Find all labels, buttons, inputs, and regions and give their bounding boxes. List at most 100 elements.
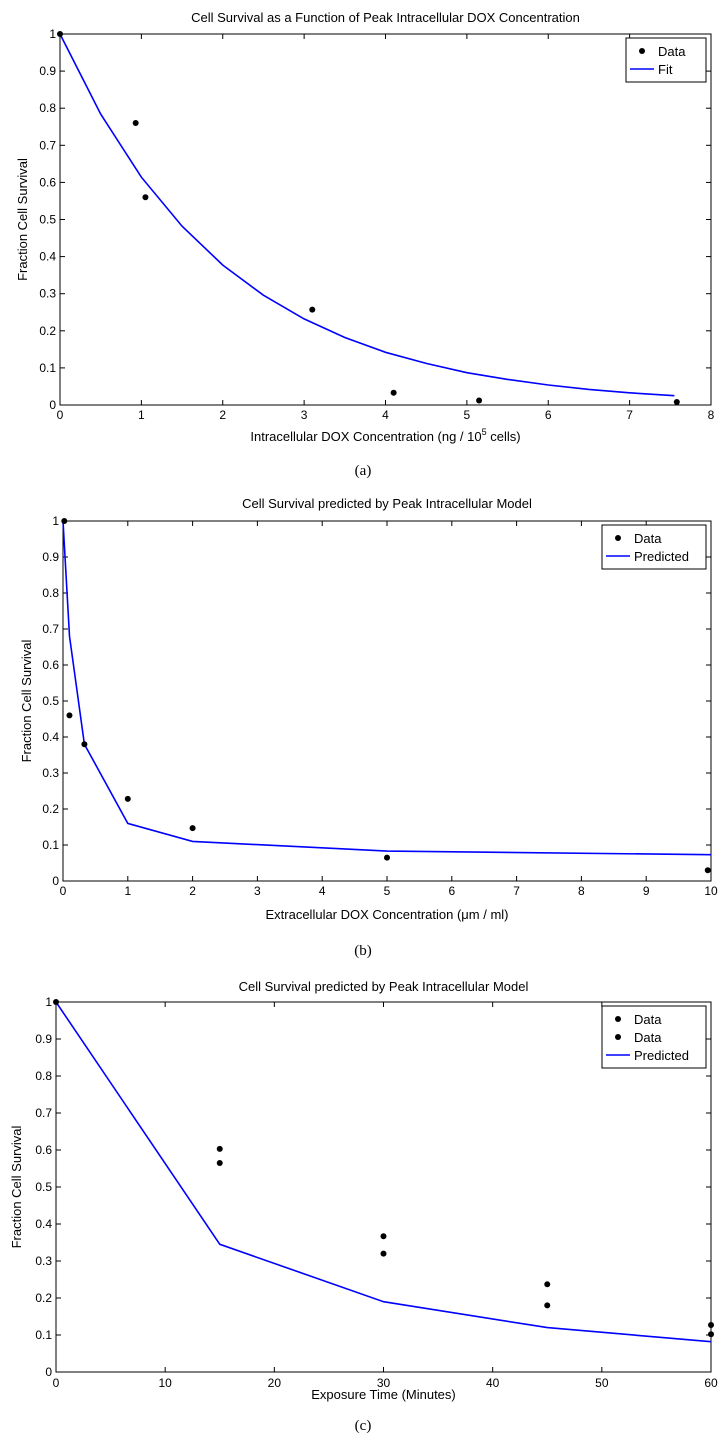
y-tick-label: 0.3 <box>42 766 59 780</box>
plot-frame <box>62 520 712 882</box>
data-point <box>544 1281 551 1288</box>
y-tick-label: 0.1 <box>39 361 56 375</box>
data-point <box>53 999 59 1005</box>
data-point <box>673 399 680 406</box>
x-tick-label: 8 <box>708 408 715 422</box>
data-point <box>380 1233 387 1240</box>
data-point <box>57 31 63 37</box>
chart-title: Cell Survival as a Function of Peak Intr… <box>191 10 580 25</box>
y-tick-label: 1 <box>52 514 59 528</box>
legend-marker-point <box>639 48 645 54</box>
y-tick-label: 0.7 <box>42 622 59 636</box>
x-tick-label: 20 <box>268 1376 282 1390</box>
data-point <box>309 306 316 313</box>
y-axis-label: Fraction Cell Survival <box>15 158 30 281</box>
chart-title: Cell Survival predicted by Peak Intracel… <box>242 496 532 511</box>
x-tick-label: 40 <box>486 1376 500 1390</box>
y-tick-label: 0.8 <box>39 101 56 115</box>
y-tick-label: 0.4 <box>42 730 59 744</box>
y-tick-label: 0.2 <box>39 324 56 338</box>
legend-label: Data <box>634 531 662 546</box>
legend-label: Predicted <box>634 1048 689 1063</box>
data-point <box>61 518 68 524</box>
data-point <box>189 825 196 832</box>
legend-marker-point <box>615 1016 621 1022</box>
y-tick-label: 0.8 <box>35 1069 52 1083</box>
data-point <box>544 1302 551 1309</box>
x-axis-label-suffix: cells) <box>487 429 521 444</box>
x-tick-label: 4 <box>319 884 326 898</box>
data-point <box>384 854 390 861</box>
y-tick-label: 0 <box>52 874 59 888</box>
y-axis-label: Fraction Cell Survival <box>9 1125 24 1248</box>
legend-box <box>601 524 707 570</box>
y-tick-label: 1 <box>45 995 52 1009</box>
y-tick-label: 0 <box>49 398 56 412</box>
data-point <box>142 194 149 201</box>
series-line <box>59 33 675 397</box>
chart-1: Cell Survival predicted by Peak Intracel… <box>19 496 718 959</box>
legend-label: Predicted <box>634 549 689 564</box>
legend-marker-point <box>615 535 621 541</box>
plot-frame <box>59 33 712 406</box>
data-point <box>216 1145 223 1152</box>
data-point <box>476 397 483 404</box>
y-tick-label: 0.9 <box>35 1032 52 1046</box>
y-tick-label: 0.4 <box>39 250 56 264</box>
y-tick-label: 0.1 <box>35 1328 52 1342</box>
y-tick-label: 0.5 <box>42 694 59 708</box>
y-tick-label: 1 <box>49 27 56 41</box>
y-tick-label: 0.7 <box>35 1106 52 1120</box>
x-axis-label-text: Intracellular DOX Concentration (ng / 10 <box>250 429 481 444</box>
x-tick-label: 0 <box>60 884 67 898</box>
x-tick-label: 3 <box>301 408 308 422</box>
y-tick-label: 0.2 <box>35 1291 52 1305</box>
legend: Data Predicted <box>601 524 707 570</box>
chart-title: Cell Survival predicted by Peak Intracel… <box>239 979 529 994</box>
x-tick-label: 1 <box>124 884 131 898</box>
x-tick-label: 3 <box>254 884 261 898</box>
x-tick-label: 1 <box>138 408 145 422</box>
data-point <box>708 1322 714 1329</box>
y-tick-label: 0.9 <box>42 550 59 564</box>
y-tick-label: 0.5 <box>35 1180 52 1194</box>
x-tick-label: 60 <box>704 1376 718 1390</box>
legend-marker-point <box>615 1034 621 1040</box>
y-tick-label: 0.2 <box>42 802 59 816</box>
legend-label: Data <box>634 1030 662 1045</box>
y-axis-label: Fraction Cell Survival <box>19 639 34 762</box>
x-tick-label: 9 <box>643 884 650 898</box>
x-axis-label-superscript: 5 <box>482 427 487 437</box>
series-line <box>55 1001 712 1343</box>
x-tick-label: 2 <box>189 884 196 898</box>
x-tick-label: 50 <box>595 1376 609 1390</box>
data-point <box>390 389 397 396</box>
y-tick-label: 0.6 <box>42 658 59 672</box>
legend: Data Data Predicted <box>601 1005 707 1069</box>
figure-caption: (b) <box>354 943 372 959</box>
y-tick-label: 0.6 <box>35 1143 52 1157</box>
legend-label: Data <box>658 44 686 59</box>
x-axis-label: Extracellular DOX Concentration (μm / ml… <box>265 907 508 922</box>
x-tick-label: 10 <box>158 1376 172 1390</box>
x-axis-label: Exposure Time (Minutes) <box>311 1387 456 1402</box>
y-tick-label: 0.8 <box>42 586 59 600</box>
data-point <box>708 1331 714 1338</box>
data-point <box>380 1250 387 1257</box>
y-tick-label: 0.9 <box>39 64 56 78</box>
legend-box <box>625 37 707 83</box>
x-tick-label: 7 <box>513 884 520 898</box>
legend: Data Fit <box>625 37 707 83</box>
x-tick-label: 5 <box>464 408 471 422</box>
x-tick-label: 0 <box>53 1376 60 1390</box>
chart-2: Cell Survival predicted by Peak Intracel… <box>9 979 718 1434</box>
y-tick-label: 0.4 <box>35 1217 52 1231</box>
figure-caption: (c) <box>355 1418 372 1434</box>
x-tick-label: 30 <box>377 1376 391 1390</box>
y-tick-label: 0.6 <box>39 175 56 189</box>
chart-0: Cell Survival as a Function of Peak Intr… <box>15 10 715 479</box>
y-tick-label: 0.1 <box>42 838 59 852</box>
legend-label: Fit <box>658 62 673 77</box>
x-tick-label: 5 <box>384 884 391 898</box>
